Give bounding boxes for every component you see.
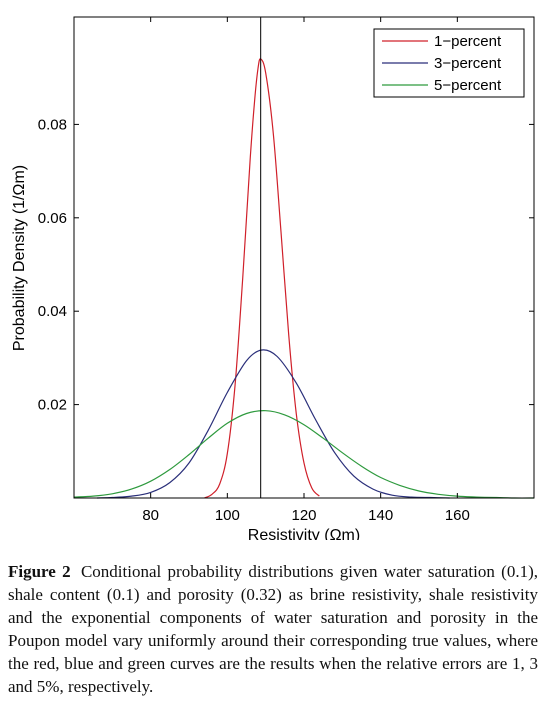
legend-label-3: 5−percent [434, 77, 502, 94]
y-tick-label: 0.02 [38, 397, 67, 414]
x-axis-title: Resistivity (Ωm) [248, 527, 360, 540]
axes-layer: 80 100 120 140 160 0.02 0.04 0.06 0.08 [38, 16, 535, 524]
legend-label-2: 3−percent [434, 55, 502, 72]
x-tick-label: 160 [445, 507, 470, 524]
y-axis-title: Probability Density (1/Ωm) [11, 165, 28, 351]
y-tick-label: 0.08 [38, 116, 67, 133]
series-line-3 [73, 410, 535, 499]
y-tick-label: 0.04 [38, 303, 67, 320]
figure-caption: Figure 2 Conditional probability distrib… [8, 560, 538, 698]
x-tick-label: 80 [142, 507, 159, 524]
probability-density-chart: 80 100 120 140 160 0.02 0.04 0.06 0.08 1−percent… [11, 16, 535, 540]
x-tick-label: 100 [215, 507, 240, 524]
plot-layer [73, 17, 535, 499]
y-tick-label: 0.06 [38, 210, 67, 227]
legend-label-1: 1−percent [434, 33, 502, 50]
legend: 1−percent 3−percent 5−percent [373, 28, 525, 98]
x-tick-label: 120 [291, 507, 316, 524]
caption-text: Conditional probability distributions gi… [8, 562, 538, 696]
series-line-2 [96, 349, 450, 499]
x-tick-label: 140 [368, 507, 393, 524]
caption-label: Figure 2 [8, 562, 71, 581]
series-line-1 [204, 58, 320, 499]
